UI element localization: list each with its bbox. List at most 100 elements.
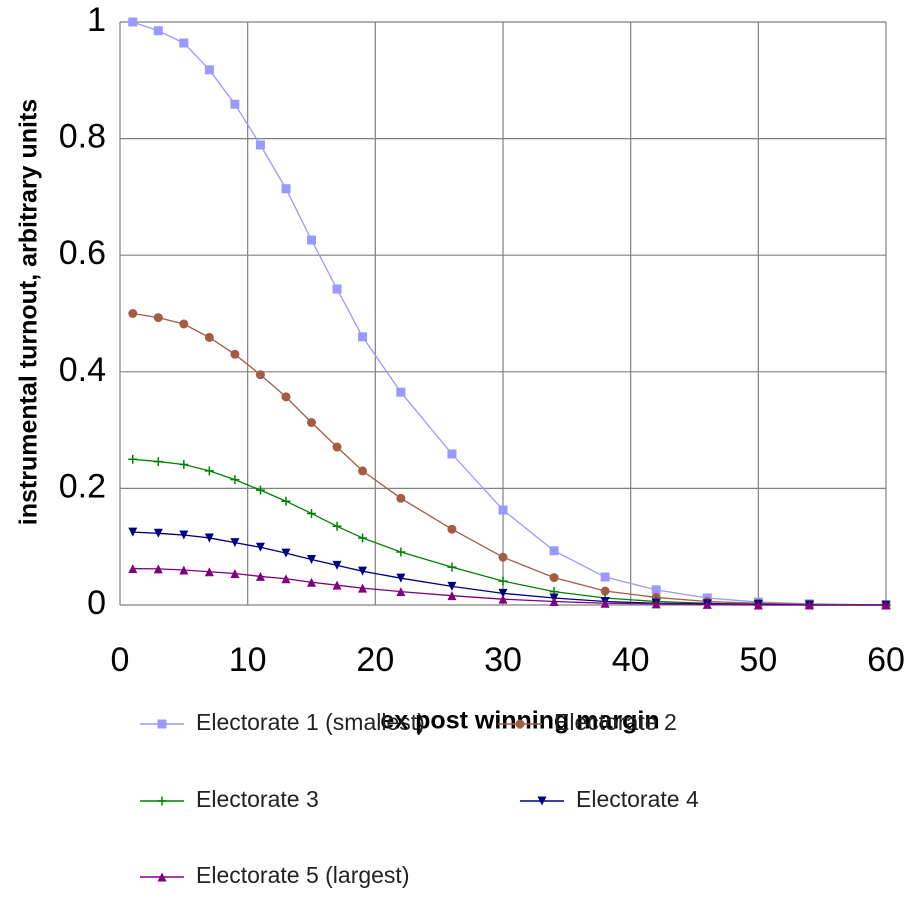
- data-point: [153, 26, 163, 36]
- x-tick-label: 60: [867, 641, 905, 679]
- x-tick-label: 30: [484, 641, 522, 679]
- series-line: [132, 21, 887, 606]
- data-point: [498, 576, 508, 586]
- data-point: [549, 597, 559, 607]
- legend-marker: [157, 872, 167, 882]
- data-point: [281, 392, 291, 402]
- data-point: [204, 332, 214, 342]
- data-point: [230, 349, 240, 359]
- data-point: [179, 530, 189, 540]
- data-point: [255, 485, 265, 495]
- legend-label: Electorate 5 (largest): [196, 862, 409, 888]
- data-point: [881, 600, 891, 610]
- legend-label: Electorate 4: [576, 786, 699, 812]
- data-point: [255, 542, 265, 552]
- data-point: [358, 332, 368, 342]
- data-point: [179, 319, 189, 329]
- data-point: [128, 454, 138, 464]
- data-point: [600, 586, 610, 596]
- data-point: [332, 560, 342, 570]
- legend-marker: [157, 719, 167, 729]
- data-point: [753, 600, 763, 610]
- data-point: [255, 370, 265, 380]
- data-point: [498, 588, 508, 598]
- data-point: [498, 505, 508, 515]
- data-point: [128, 17, 138, 27]
- data-point: [332, 442, 342, 452]
- data-point: [332, 284, 342, 294]
- data-point: [498, 594, 508, 604]
- data-point: [255, 140, 265, 150]
- data-point: [702, 599, 712, 609]
- data-point: [204, 533, 214, 543]
- data-point: [307, 508, 316, 518]
- series-line: [132, 531, 886, 606]
- y-tick-label: 0.2: [59, 467, 106, 505]
- data-point: [600, 572, 610, 582]
- y-tick-label: 0: [87, 584, 106, 622]
- data-point: [230, 569, 240, 579]
- data-point: [307, 555, 316, 565]
- data-point: [600, 598, 610, 608]
- data-point: [447, 591, 457, 601]
- data-point: [230, 538, 240, 548]
- data-point: [358, 466, 368, 476]
- y-axis-title: instrumental turnout, arbitrary units: [15, 99, 43, 525]
- legend-label: Electorate 3: [196, 786, 319, 812]
- data-point: [128, 527, 138, 537]
- y-tick-label: 0.8: [59, 118, 106, 156]
- data-point: [447, 524, 457, 534]
- data-point: [204, 466, 214, 476]
- x-tick-label: 20: [356, 641, 394, 679]
- data-point: [332, 521, 342, 531]
- data-point: [179, 38, 189, 48]
- legend-label: Electorate 1 (smallest): [196, 709, 425, 735]
- data-point: [307, 235, 316, 245]
- x-tick-label: 10: [229, 641, 267, 679]
- data-point: [128, 309, 138, 318]
- data-point: [179, 459, 189, 469]
- data-point: [153, 564, 163, 574]
- data-point: [281, 184, 291, 194]
- data-point: [153, 313, 163, 323]
- data-point: [498, 552, 508, 562]
- data-point: [255, 571, 265, 581]
- x-tick-label: 40: [612, 641, 650, 679]
- data-point: [153, 457, 163, 467]
- data-point: [358, 566, 368, 576]
- data-point: [307, 418, 316, 428]
- data-point: [549, 546, 559, 556]
- data-point: [204, 567, 214, 577]
- legend-label: Electorate 2: [554, 709, 677, 735]
- data-point: [447, 562, 457, 572]
- data-point: [128, 564, 138, 574]
- data-point: [447, 581, 457, 591]
- data-point: [549, 573, 559, 583]
- data-point: [307, 577, 316, 587]
- x-tick-label: 0: [111, 641, 130, 679]
- data-point: [358, 583, 368, 593]
- data-point: [230, 475, 240, 485]
- data-point: [651, 585, 661, 595]
- data-point: [447, 449, 457, 459]
- y-tick-label: 0.6: [59, 234, 106, 272]
- series-line: [132, 458, 886, 606]
- legend-marker: [157, 796, 167, 806]
- legend-marker: [537, 796, 547, 806]
- legend-marker: [515, 719, 525, 729]
- data-point: [358, 533, 368, 543]
- data-point: [396, 547, 406, 557]
- data-point: [281, 496, 291, 506]
- data-point: [281, 548, 291, 558]
- data-point: [396, 387, 406, 397]
- data-point: [153, 528, 163, 538]
- series-line: [132, 567, 886, 606]
- data-point: [230, 99, 240, 109]
- data-point: [396, 573, 406, 583]
- data-point: [804, 600, 814, 610]
- data-point: [179, 565, 189, 575]
- data-point: [396, 587, 406, 597]
- data-point: [651, 599, 661, 609]
- data-point: [281, 574, 291, 584]
